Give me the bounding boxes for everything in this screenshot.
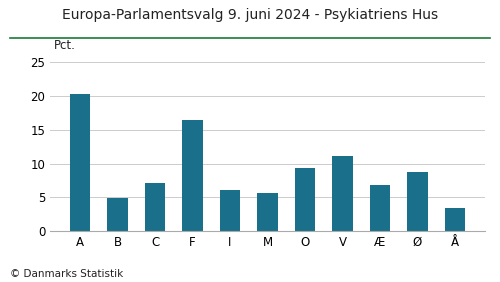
Bar (220, 190, 240, 231)
Bar (182, 120, 203, 231)
Bar (144, 182, 166, 231)
Bar (70, 94, 90, 231)
Text: Europa-Parlamentsvalg 9. juni 2024 - Psykiatriens Hus: Europa-Parlamentsvalg 9. juni 2024 - Psy… (62, 8, 438, 23)
Bar (108, 198, 128, 231)
Bar (294, 168, 316, 231)
Bar (370, 184, 390, 231)
Bar (332, 156, 353, 231)
Bar (257, 193, 278, 231)
Text: Pct.: Pct. (54, 39, 76, 52)
Bar (407, 172, 428, 231)
Bar (444, 208, 465, 231)
Text: © Danmarks Statistik: © Danmarks Statistik (10, 269, 123, 279)
